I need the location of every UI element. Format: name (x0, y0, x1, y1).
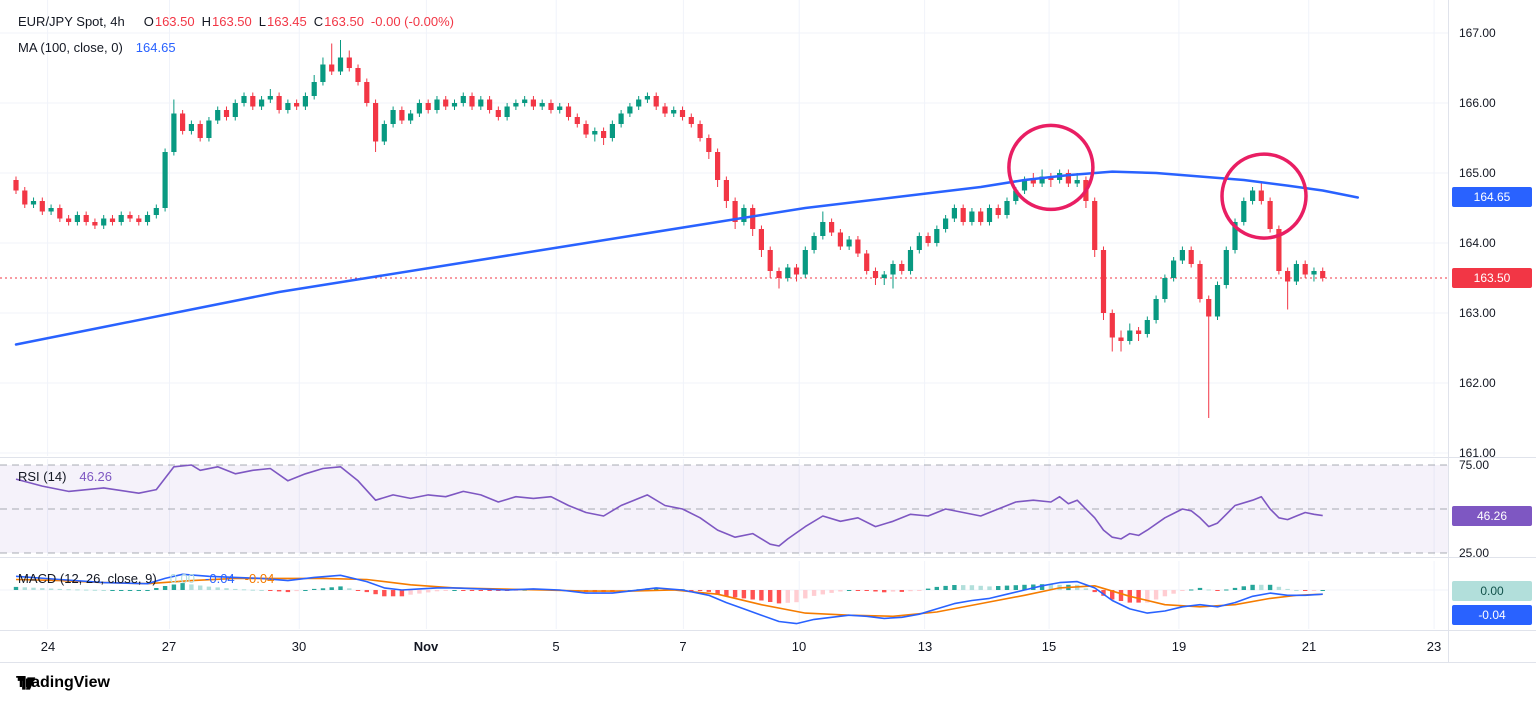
ma-price-badge: 164.65 (1452, 187, 1532, 207)
macd-line (15, 573, 1323, 625)
time-axis-label: 27 (161, 639, 177, 654)
rsi-value: 46.26 (79, 469, 112, 484)
macd-line-value: -0.04 (205, 571, 235, 586)
highlight-circle (1007, 123, 1095, 212)
ohlc-open-value: 163.50 (154, 14, 195, 29)
highlight-circle (1220, 152, 1308, 240)
macd-pane[interactable] (0, 561, 1448, 629)
time-axis-label: 15 (1041, 639, 1057, 654)
symbol-title: EUR/JPY Spot, 4h (18, 14, 125, 29)
macd-signal-value: -0.04 (244, 571, 275, 586)
macd-label: MACD (12, 26, close, 9) (18, 571, 157, 586)
tradingview-wordmark: TradingView (16, 674, 110, 691)
price-axis-label: 162.00 (1459, 376, 1496, 390)
ohlc-close-label: C (313, 14, 324, 29)
price-axis-label: 161.00 (1459, 446, 1496, 460)
ma-label: MA (100, close, 0) (18, 40, 123, 55)
rsi-axis-label: 25.00 (1459, 546, 1490, 560)
time-axis-label: 10 (791, 639, 807, 654)
macd-hist-value: 0.00 (169, 571, 196, 586)
ohlc-low-value: 163.45 (267, 14, 307, 29)
time-axis-label: 5 (552, 639, 560, 654)
ohlc-open-label: O (143, 14, 154, 29)
ohlc-high-label: H (201, 14, 211, 29)
ohlc-close-value: 163.50 (324, 14, 364, 29)
ma-value: 164.65 (135, 40, 176, 55)
symbol-legend[interactable]: EUR/JPY Spot, 4h O163.50 H163.50 L163.45 C16… (18, 14, 454, 29)
time-axis-label: 19 (1171, 639, 1187, 654)
time-axis-label: 7 (679, 639, 687, 654)
time-axis-label: 30 (291, 639, 307, 654)
candles (13, 40, 1326, 418)
macd-legend[interactable]: MACD (12, 26, close, 9) 0.00 -0.04 -0.04 (18, 571, 274, 586)
price-pane[interactable] (0, 0, 1448, 456)
rsi-line (15, 464, 1323, 547)
last-price-badge: 163.50 (1452, 268, 1532, 288)
ohlc-high-value: 163.50 (212, 14, 252, 29)
rsi-pane[interactable] (0, 459, 1448, 556)
ma-legend[interactable]: MA (100, close, 0) 164.65 (18, 40, 176, 55)
time-axis-label: 24 (40, 639, 56, 654)
ohlc-low-label: L (258, 14, 266, 29)
rsi-legend[interactable]: RSI (14) 46.26 (18, 469, 112, 484)
macd-hist-badge: 0.00 (1452, 581, 1532, 601)
price-axis-label: 163.00 (1459, 306, 1496, 320)
ma-line (14, 170, 1360, 346)
price-axis-label: 166.00 (1459, 96, 1496, 110)
time-axis[interactable]: 24 27 30 Nov 5 7 10 13 15 19 21 23 (0, 631, 1448, 661)
rsi-label: RSI (14) (18, 469, 67, 484)
price-axis[interactable]: 164.65 163.50 46.26 0.00 -0.04 167.00 166… (1448, 0, 1536, 662)
macd-line-badge: -0.04 (1452, 605, 1532, 625)
time-axis-label: 13 (917, 639, 933, 654)
rsi-axis-label: 75.00 (1459, 458, 1490, 472)
tradingview-logo[interactable]: TradingView (16, 674, 110, 692)
time-axis-label: 23 (1426, 639, 1442, 654)
time-axis-label: Nov (413, 639, 439, 654)
panel-separator (0, 662, 1536, 663)
panel-separator (0, 557, 1536, 558)
price-axis-label: 165.00 (1459, 166, 1496, 180)
tradingview-logo-icon (17, 676, 36, 690)
panel-separator (0, 630, 1536, 631)
price-axis-label: 164.00 (1459, 236, 1496, 250)
panel-separator (0, 457, 1536, 458)
time-axis-label: 21 (1301, 639, 1317, 654)
price-axis-label: 167.00 (1459, 26, 1496, 40)
rsi-value-badge: 46.26 (1452, 506, 1532, 526)
change-value: -0.00 (-0.00%) (370, 14, 455, 29)
